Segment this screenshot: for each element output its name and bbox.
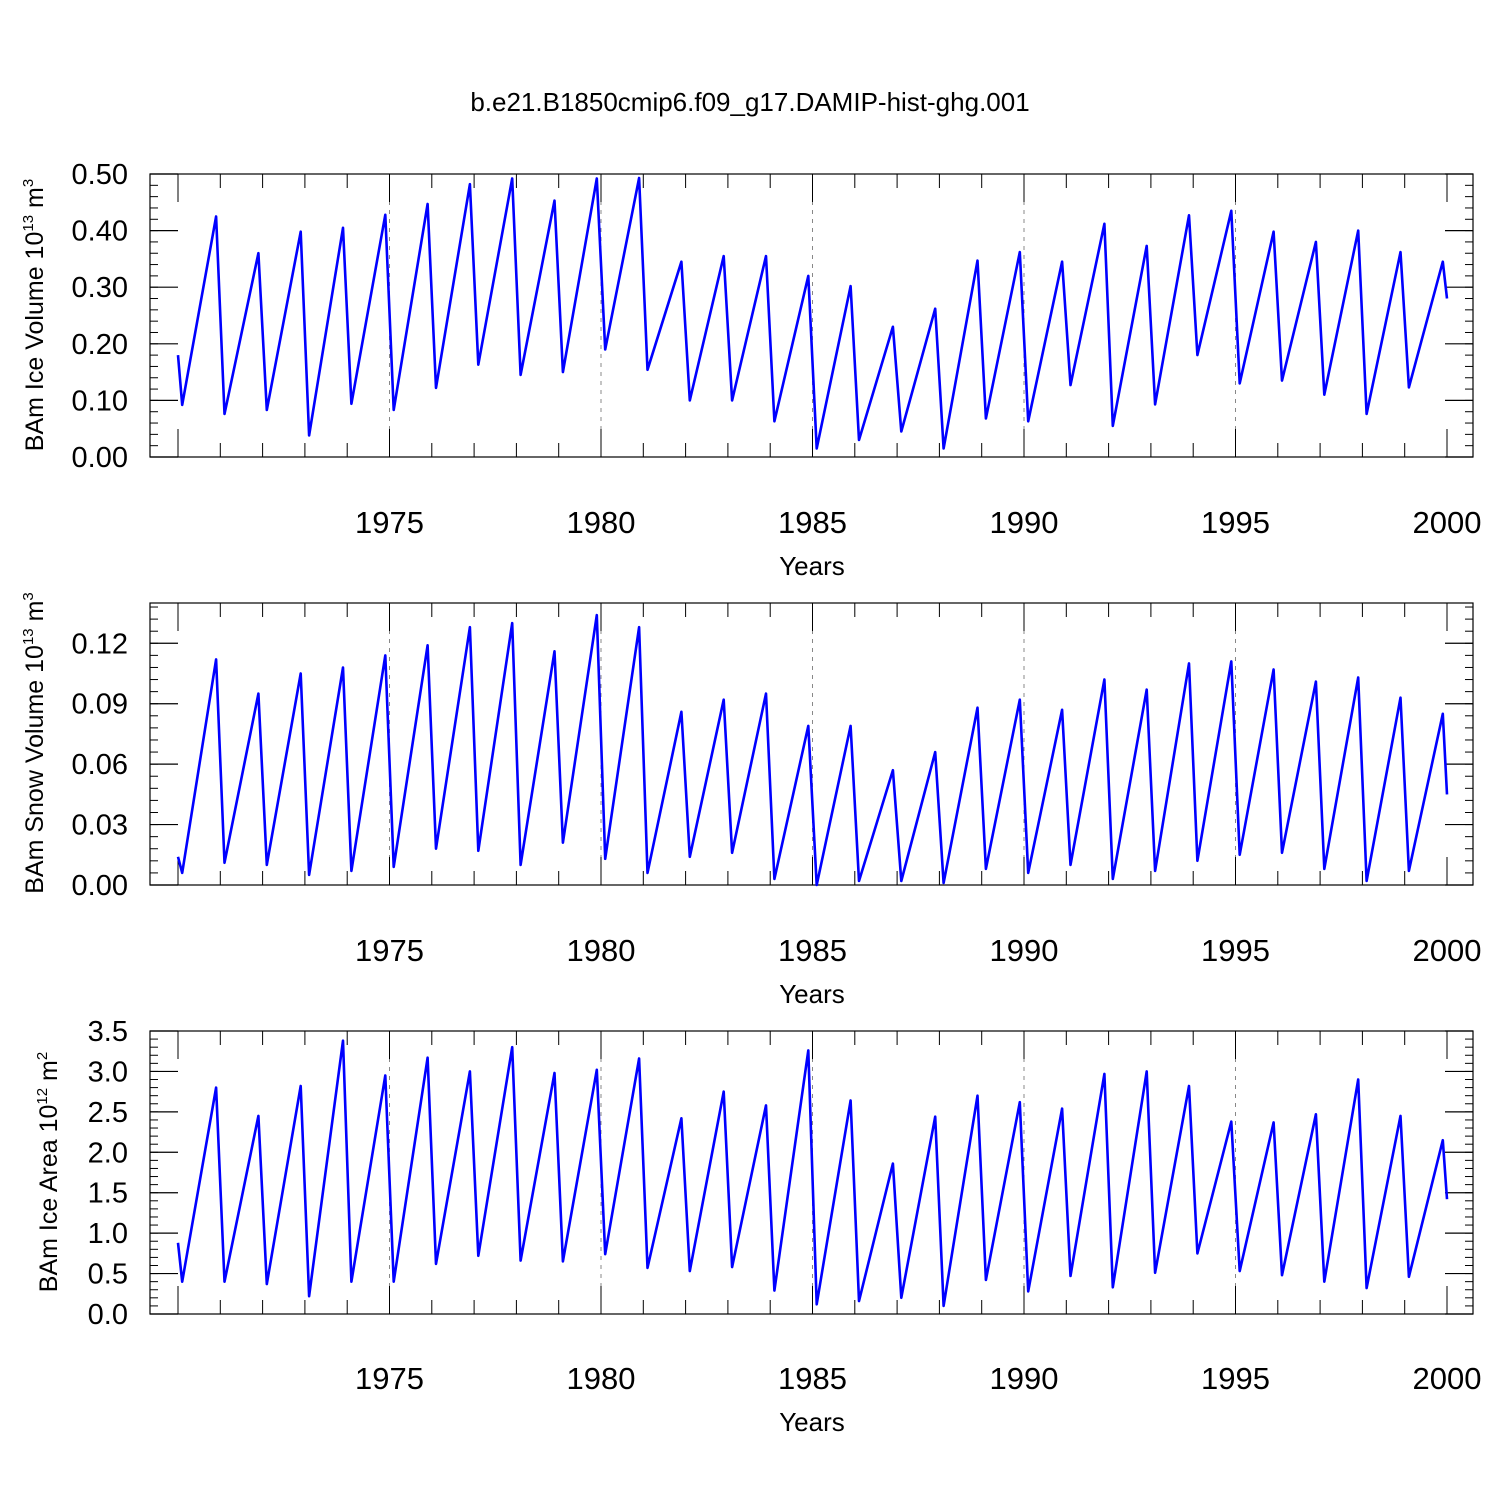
series-line — [176, 1039, 1449, 1308]
y-axis-label: BAm Ice Area 1012 m2 — [34, 1052, 63, 1292]
y-tick-label: 0.10 — [72, 385, 128, 417]
chart-panel-ice-area: BAm Ice Area 1012 m2 0.0 0.5 1.0 1.5 2.0 2.5 3… — [34, 1016, 1481, 1437]
y-tick-label: 0.03 — [72, 810, 128, 842]
x-axis-label: Years — [779, 1407, 845, 1437]
x-tick-label: 1995 — [1201, 933, 1270, 968]
y-tick-label: 0.06 — [72, 749, 128, 781]
y-tick-label: 2.5 — [88, 1097, 128, 1129]
y-tick-label: 0.00 — [72, 870, 128, 902]
y-tick-label: 0.50 — [72, 159, 128, 191]
chart-panel-ice-volume: BAm Ice Volume 1013 m3 0.00 0.10 0.20 0.30 0… — [20, 159, 1481, 581]
x-tick-label: 1980 — [567, 1361, 636, 1396]
x-tick-label: 2000 — [1413, 1361, 1482, 1396]
x-tick-label: 1990 — [990, 1361, 1059, 1396]
series-line — [176, 613, 1449, 887]
x-tick-label: 1975 — [355, 1361, 424, 1396]
x-tick-label: 1990 — [990, 505, 1059, 540]
x-tick-label: 1985 — [778, 505, 847, 540]
plot-frame — [149, 173, 1474, 458]
x-axis-label: Years — [779, 979, 845, 1009]
x-tick-label: 1985 — [778, 1361, 847, 1396]
y-tick-label: 0.30 — [72, 272, 128, 304]
x-tick-label: 1980 — [567, 933, 636, 968]
x-tick-label: 1995 — [1201, 505, 1270, 540]
x-axis-label: Years — [779, 551, 845, 581]
y-tick-label: 3.0 — [88, 1056, 128, 1088]
y-tick-label: 1.5 — [88, 1178, 128, 1210]
x-tick-label: 1995 — [1201, 1361, 1270, 1396]
y-tick-label: 0.0 — [88, 1299, 128, 1331]
x-tick-label: 1980 — [567, 505, 636, 540]
series-line — [176, 176, 1449, 450]
y-tick-label: 0.12 — [72, 628, 128, 660]
y-tick-label: 3.5 — [88, 1016, 128, 1048]
x-tick-label: 2000 — [1413, 505, 1482, 540]
plot-frame — [149, 1030, 1474, 1315]
x-tick-label: 1990 — [990, 933, 1059, 968]
x-tick-label: 1975 — [355, 505, 424, 540]
y-axis-label: BAm Snow Volume 1013 m3 — [20, 592, 49, 894]
y-axis-label: BAm Ice Volume 1013 m3 — [20, 179, 49, 451]
plot-frame — [149, 602, 1474, 886]
x-tick-label: 1975 — [355, 933, 424, 968]
y-tick-label: 1.0 — [88, 1218, 128, 1250]
chart-panel-snow-volume: BAm Snow Volume 1013 m3 0.00 0.03 0.06 0.09… — [20, 592, 1481, 1009]
x-tick-label: 1985 — [778, 933, 847, 968]
y-tick-label: 0.00 — [72, 442, 128, 474]
x-tick-label: 2000 — [1413, 933, 1482, 968]
y-tick-label: 0.40 — [72, 216, 128, 248]
y-tick-label: 0.5 — [88, 1259, 128, 1291]
figure-title: b.e21.B1850cmip6.f09_g17.DAMIP-hist-ghg.… — [470, 87, 1029, 117]
y-tick-label: 0.09 — [72, 689, 128, 721]
y-tick-label: 2.0 — [88, 1137, 128, 1169]
y-tick-label: 0.20 — [72, 329, 128, 361]
